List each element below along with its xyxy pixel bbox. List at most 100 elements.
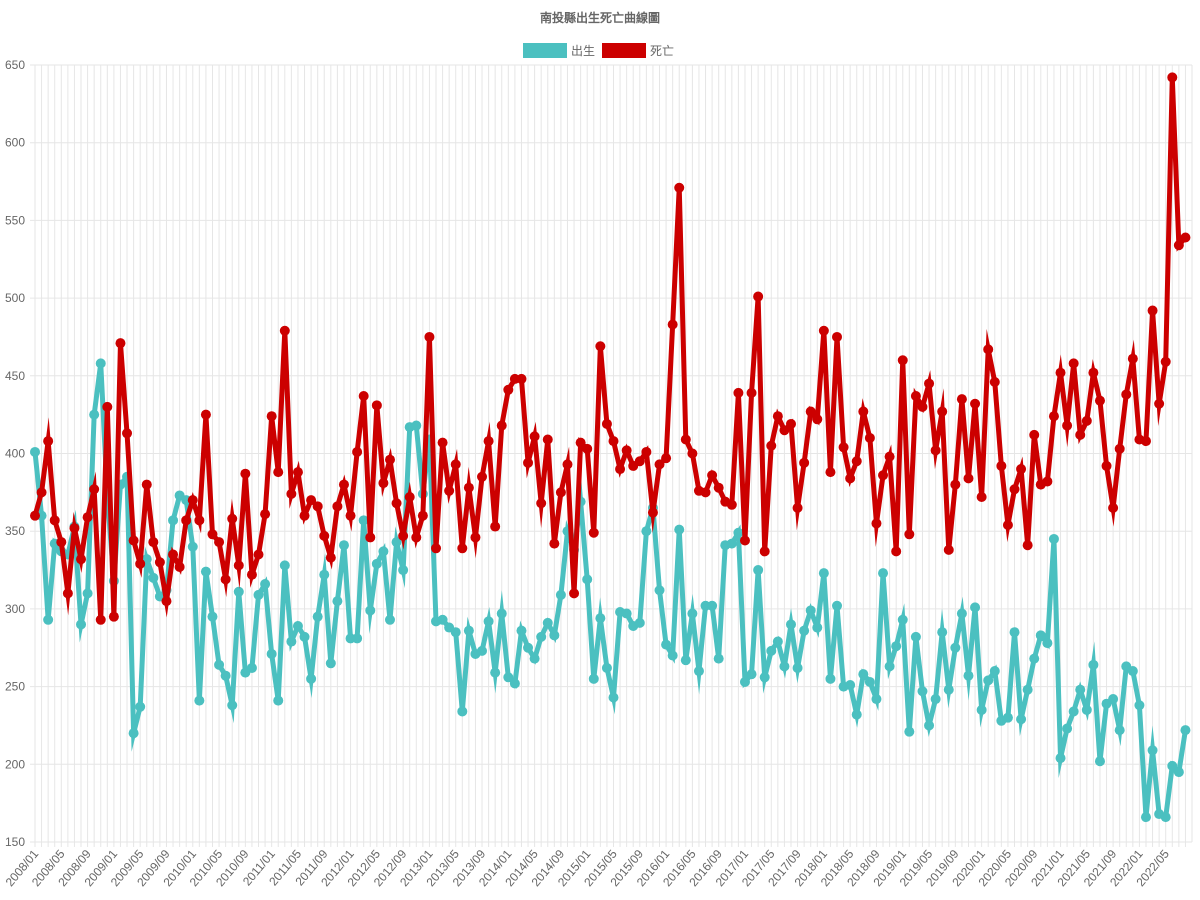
data-point[interactable] xyxy=(378,546,389,557)
data-point[interactable] xyxy=(411,532,422,543)
data-point[interactable] xyxy=(325,658,336,669)
data-point[interactable] xyxy=(76,619,87,630)
data-point[interactable] xyxy=(214,537,225,548)
data-point[interactable] xyxy=(858,669,869,680)
data-point[interactable] xyxy=(707,470,718,481)
data-point[interactable] xyxy=(378,478,389,489)
data-point[interactable] xyxy=(108,611,119,622)
data-point[interactable] xyxy=(1094,395,1105,406)
data-point[interactable] xyxy=(1134,700,1145,711)
data-point[interactable] xyxy=(832,331,843,342)
data-point[interactable] xyxy=(726,538,737,549)
data-point[interactable] xyxy=(529,653,540,664)
data-point[interactable] xyxy=(95,614,106,625)
data-point[interactable] xyxy=(812,622,823,633)
data-point[interactable] xyxy=(608,436,619,447)
data-point[interactable] xyxy=(667,319,678,330)
data-point[interactable] xyxy=(141,479,152,490)
data-point[interactable] xyxy=(1009,484,1020,495)
data-point[interactable] xyxy=(115,338,126,349)
data-point[interactable] xyxy=(227,700,238,711)
data-point[interactable] xyxy=(371,558,382,569)
data-point[interactable] xyxy=(233,560,244,571)
data-point[interactable] xyxy=(601,662,612,673)
data-point[interactable] xyxy=(641,446,652,457)
data-point[interactable] xyxy=(503,384,514,395)
data-point[interactable] xyxy=(549,538,560,549)
data-point[interactable] xyxy=(246,569,257,580)
data-point[interactable] xyxy=(943,544,954,555)
data-point[interactable] xyxy=(917,686,928,697)
data-point[interactable] xyxy=(1147,305,1158,316)
data-point[interactable] xyxy=(523,457,534,468)
data-point[interactable] xyxy=(805,406,816,417)
data-point[interactable] xyxy=(930,445,941,456)
data-point[interactable] xyxy=(674,182,685,193)
data-point[interactable] xyxy=(897,614,908,625)
data-point[interactable] xyxy=(345,510,356,521)
data-point[interactable] xyxy=(1154,398,1165,409)
data-point[interactable] xyxy=(240,468,251,479)
data-point[interactable] xyxy=(891,546,902,557)
data-point[interactable] xyxy=(260,579,271,590)
data-point[interactable] xyxy=(937,627,948,638)
data-point[interactable] xyxy=(207,529,218,540)
data-point[interactable] xyxy=(963,670,974,681)
data-point[interactable] xyxy=(312,501,323,512)
data-point[interactable] xyxy=(220,670,231,681)
data-point[interactable] xyxy=(332,501,343,512)
data-point[interactable] xyxy=(799,457,810,468)
data-point[interactable] xyxy=(1048,533,1059,544)
data-point[interactable] xyxy=(483,436,494,447)
data-point[interactable] xyxy=(1016,714,1027,725)
data-point[interactable] xyxy=(970,398,981,409)
data-point[interactable] xyxy=(680,655,691,666)
data-point[interactable] xyxy=(555,589,566,600)
data-point[interactable] xyxy=(1022,540,1033,551)
data-point[interactable] xyxy=(1029,429,1040,440)
data-point[interactable] xyxy=(470,532,481,543)
data-point[interactable] xyxy=(384,614,395,625)
data-point[interactable] xyxy=(956,394,967,405)
data-point[interactable] xyxy=(279,560,290,571)
data-point[interactable] xyxy=(1022,684,1033,695)
data-point[interactable] xyxy=(338,479,349,490)
data-point[interactable] xyxy=(647,507,658,518)
data-point[interactable] xyxy=(424,331,435,342)
data-point[interactable] xyxy=(1101,460,1112,471)
data-point[interactable] xyxy=(772,411,783,422)
data-point[interactable] xyxy=(437,614,448,625)
data-point[interactable] xyxy=(930,694,941,705)
data-point[interactable] xyxy=(753,291,764,302)
data-point[interactable] xyxy=(490,521,501,532)
data-point[interactable] xyxy=(667,650,678,661)
data-point[interactable] xyxy=(1160,356,1171,367)
data-point[interactable] xyxy=(490,667,501,678)
data-point[interactable] xyxy=(220,574,231,585)
data-point[interactable] xyxy=(805,605,816,616)
data-point[interactable] xyxy=(411,420,422,431)
data-point[interactable] xyxy=(739,676,750,687)
data-point[interactable] xyxy=(477,471,488,482)
data-point[interactable] xyxy=(542,434,553,445)
data-point[interactable] xyxy=(595,341,606,352)
data-point[interactable] xyxy=(463,482,474,493)
data-point[interactable] xyxy=(207,611,218,622)
data-point[interactable] xyxy=(1127,666,1138,677)
data-point[interactable] xyxy=(102,401,113,412)
data-point[interactable] xyxy=(779,425,790,436)
data-point[interactable] xyxy=(700,487,711,498)
data-point[interactable] xyxy=(1075,684,1086,695)
data-point[interactable] xyxy=(825,467,836,478)
data-point[interactable] xyxy=(1127,353,1138,364)
data-point[interactable] xyxy=(1088,367,1099,378)
data-point[interactable] xyxy=(266,411,277,422)
data-point[interactable] xyxy=(36,487,47,498)
data-point[interactable] xyxy=(404,492,415,503)
data-point[interactable] xyxy=(884,451,895,462)
data-point[interactable] xyxy=(444,485,455,496)
data-point[interactable] xyxy=(588,673,599,684)
data-point[interactable] xyxy=(43,614,54,625)
data-point[interactable] xyxy=(516,625,527,636)
data-point[interactable] xyxy=(371,400,382,411)
